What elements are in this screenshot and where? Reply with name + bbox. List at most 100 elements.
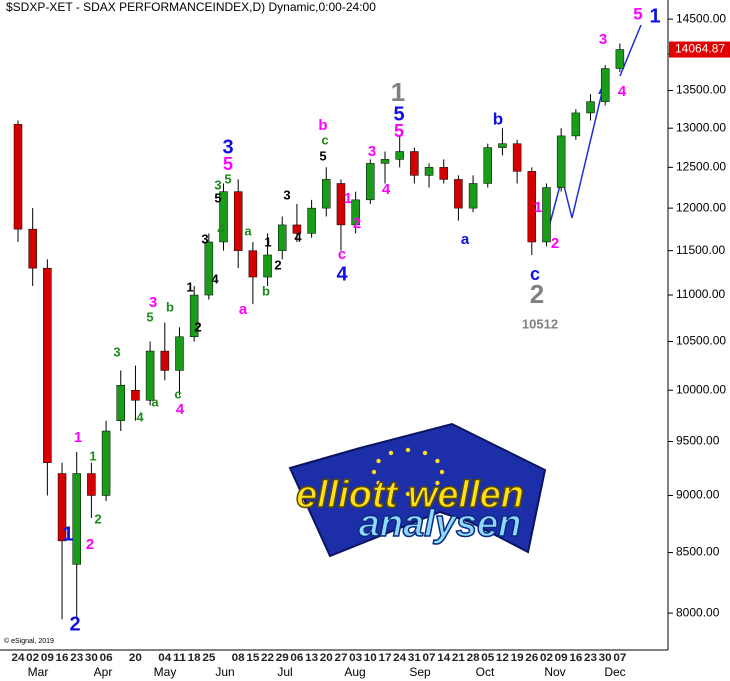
wave-label: 2 bbox=[69, 613, 80, 635]
wave-label: 2 bbox=[86, 536, 94, 553]
wave-label: 5 bbox=[223, 154, 233, 174]
x-tick-label: 10 bbox=[364, 652, 377, 664]
x-tick-label: 31 bbox=[408, 652, 421, 664]
candle-body bbox=[233, 191, 243, 251]
candle-body bbox=[101, 430, 111, 496]
x-tick-label: 07 bbox=[613, 652, 626, 664]
candle-body bbox=[204, 241, 214, 296]
candle-body bbox=[248, 250, 258, 278]
x-tick-label: 07 bbox=[423, 652, 436, 664]
wave-label: 5 bbox=[393, 103, 404, 125]
wave-label: 1 bbox=[89, 448, 96, 463]
candle-body bbox=[366, 163, 375, 201]
month-label: May bbox=[154, 665, 177, 679]
wave-label: 5 bbox=[394, 121, 404, 141]
wave-label: 4 bbox=[136, 409, 144, 424]
logo-star bbox=[435, 480, 440, 486]
wave-label: 4 bbox=[382, 181, 391, 198]
x-tick-label: 09 bbox=[555, 652, 568, 664]
x-tick-label: 08 bbox=[232, 652, 245, 664]
x-tick-label: 26 bbox=[525, 652, 538, 664]
wave-label: 1 bbox=[74, 429, 82, 446]
wave-label: a bbox=[239, 301, 248, 318]
candle-body bbox=[424, 167, 434, 176]
arrow-line bbox=[544, 87, 604, 243]
copyright: © eSignal, 2019 bbox=[4, 637, 54, 645]
candle-body bbox=[263, 254, 272, 278]
logo-star bbox=[376, 480, 381, 486]
logo: elliott wellen analysen bbox=[288, 422, 547, 558]
wave-label: 2 bbox=[551, 235, 559, 252]
logo-stars bbox=[371, 447, 445, 497]
candle-body bbox=[322, 179, 331, 209]
x-tick-label: 02 bbox=[540, 652, 553, 664]
y-tick-label: 10500.00 bbox=[676, 334, 726, 348]
logo-star bbox=[371, 469, 377, 475]
wave-label: 1 bbox=[534, 199, 542, 216]
x-tick-label: 21 bbox=[452, 652, 465, 664]
candle-body bbox=[571, 112, 581, 137]
wave-arrow bbox=[544, 24, 642, 243]
logo-star bbox=[439, 469, 445, 475]
candle-body bbox=[219, 191, 228, 243]
x-tick-label: 23 bbox=[584, 652, 597, 664]
wave-label: 3 bbox=[283, 187, 290, 202]
wave-label: 2 bbox=[94, 511, 101, 526]
month-label: Mar bbox=[28, 665, 49, 679]
x-tick-label: 22 bbox=[261, 652, 274, 664]
wave-label: 3 bbox=[599, 31, 607, 48]
candle-body bbox=[483, 147, 493, 184]
wave-label: a bbox=[244, 223, 252, 238]
x-tick-label: 30 bbox=[599, 652, 612, 664]
candle-body bbox=[175, 336, 184, 371]
y-tick-label: 13500.00 bbox=[676, 83, 726, 97]
candle-body bbox=[454, 179, 463, 209]
x-tick-label: 19 bbox=[511, 652, 524, 664]
x-tick-label: 27 bbox=[334, 652, 347, 664]
x-tick-label: 24 bbox=[12, 652, 26, 664]
wave-label: 3 bbox=[214, 177, 221, 192]
wave-label: 5 bbox=[214, 190, 221, 205]
wave-label: 5 bbox=[319, 148, 326, 163]
logo-star bbox=[405, 447, 411, 453]
y-tick-label: 12500.00 bbox=[676, 160, 726, 174]
candle-body bbox=[13, 124, 23, 230]
month-label: Jun bbox=[215, 665, 234, 679]
logo-flag bbox=[288, 422, 547, 558]
candle-body bbox=[57, 473, 67, 542]
wave-label: 1 bbox=[186, 279, 193, 294]
month-label: Oct bbox=[476, 665, 495, 679]
logo-star bbox=[405, 491, 411, 497]
candle-body bbox=[410, 151, 419, 176]
wave-label: 3 bbox=[222, 136, 233, 158]
candle-body bbox=[189, 294, 199, 338]
candle-body bbox=[351, 199, 360, 226]
x-tick-label: 06 bbox=[100, 652, 113, 664]
x-tick-label: 25 bbox=[202, 652, 215, 664]
candle-body bbox=[498, 143, 507, 148]
x-tick-label: 13 bbox=[305, 652, 318, 664]
x-tick-label: 16 bbox=[56, 652, 69, 664]
wave-label: 2 bbox=[194, 319, 201, 334]
wave-label: 5 bbox=[224, 171, 231, 186]
candle-body bbox=[556, 135, 566, 188]
wave-label: a bbox=[461, 231, 470, 248]
wave-label: b bbox=[166, 299, 174, 314]
x-tick-label: 30 bbox=[85, 652, 98, 664]
y-tick-label: 10000.00 bbox=[676, 382, 726, 396]
x-tick-label: 16 bbox=[569, 652, 582, 664]
wave-label: a bbox=[151, 394, 159, 409]
candle-body bbox=[87, 473, 96, 496]
wave-label: 4 bbox=[336, 263, 348, 285]
x-tick-label: 06 bbox=[290, 652, 303, 664]
candle-body bbox=[131, 389, 140, 401]
candle-body bbox=[43, 267, 52, 463]
candle-body bbox=[145, 350, 155, 401]
x-tick-label: 03 bbox=[349, 652, 362, 664]
candle-body bbox=[160, 350, 170, 371]
candle-body bbox=[512, 143, 522, 172]
wave-label: 1 bbox=[264, 234, 271, 249]
wave-label: 1 bbox=[391, 77, 405, 107]
logo-text: elliott wellen bbox=[296, 474, 524, 516]
wave-label: 3 bbox=[368, 143, 376, 160]
